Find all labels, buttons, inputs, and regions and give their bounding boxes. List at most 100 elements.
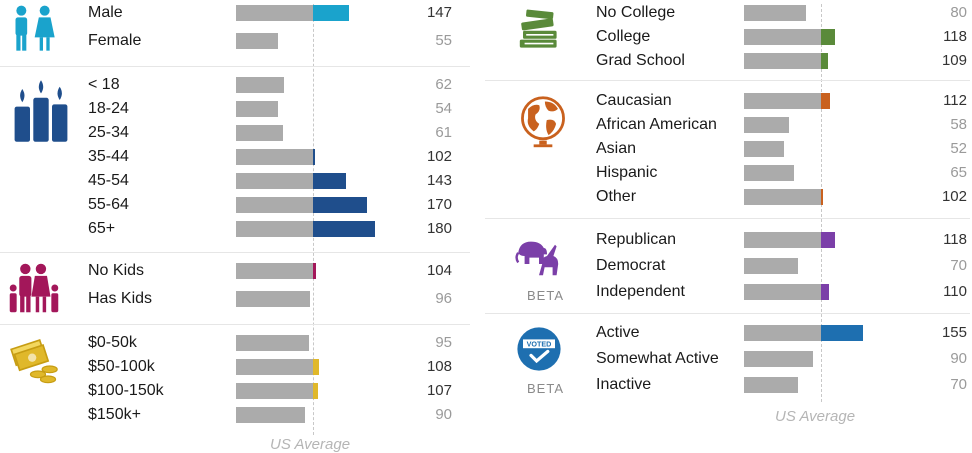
- value-label: 147: [426, 4, 452, 21]
- bar-baseline-segment: [236, 335, 310, 351]
- bar-row: Male 147: [0, 2, 472, 26]
- group-divider: [485, 218, 970, 219]
- gender-icon: [8, 4, 58, 59]
- bar-row: Asian 52: [485, 138, 972, 162]
- category-label: Asian: [596, 140, 637, 157]
- elephant-donkey-icon: [515, 241, 559, 276]
- bar-above-average-segment: [313, 197, 367, 213]
- value-label: 102: [941, 188, 967, 205]
- value-label: 112: [943, 92, 967, 109]
- bar-baseline-segment: [236, 149, 313, 165]
- category-label: Republican: [596, 231, 677, 248]
- category-label: $100-150k: [88, 382, 164, 399]
- category-label: 45-54: [88, 172, 129, 189]
- family-icon: [9, 263, 59, 313]
- value-label: 90: [950, 350, 967, 367]
- bar-baseline-segment: [744, 377, 798, 393]
- bar-baseline-segment: [236, 197, 313, 213]
- bar-above-average-segment: [313, 5, 350, 21]
- bar-row: Democrat 70: [485, 255, 972, 279]
- bar-row: 35-44 102: [0, 146, 472, 170]
- bar-baseline-segment: [236, 173, 313, 189]
- value-label: 95: [435, 334, 452, 351]
- value-label: 155: [941, 324, 967, 341]
- bar-row: Inactive 70: [485, 374, 972, 398]
- value-label: 70: [950, 376, 967, 393]
- elephant-donkey-icon: [515, 232, 563, 285]
- value-label: 102: [426, 148, 452, 165]
- bar-baseline-segment: [236, 33, 279, 49]
- bar-baseline-segment: [744, 325, 821, 341]
- value-label: 90: [435, 406, 452, 423]
- value-label: 107: [426, 382, 452, 399]
- category-label: 25-34: [88, 124, 129, 141]
- bar-baseline-segment: [236, 221, 313, 237]
- category-label: College: [596, 28, 651, 45]
- us-average-line: [313, 4, 314, 435]
- voted-icon: VOTED: [517, 327, 561, 371]
- us-average-label: US Average: [775, 408, 856, 425]
- bar-baseline-segment: [236, 125, 283, 141]
- category-label: Male: [88, 4, 123, 21]
- value-label: 52: [950, 140, 967, 157]
- bar-row: < 18 62: [0, 74, 472, 98]
- value-label: 54: [435, 100, 452, 117]
- category-label: Democrat: [596, 257, 666, 274]
- value-label: 61: [435, 124, 452, 141]
- bar-baseline-segment: [744, 53, 821, 69]
- value-label: 96: [435, 290, 452, 307]
- category-label: 55-64: [88, 196, 129, 213]
- globe-icon: [521, 96, 565, 148]
- value-label: 62: [435, 76, 452, 93]
- bar-above-average-segment: [313, 221, 375, 237]
- bar-baseline-segment: [744, 232, 821, 248]
- bar-above-average-segment: [821, 325, 864, 341]
- category-label: No College: [596, 4, 676, 21]
- category-label: 35-44: [88, 148, 129, 165]
- category-label: Independent: [596, 283, 685, 300]
- bar-row: $150k+ 90: [0, 404, 472, 428]
- value-label: 170: [426, 196, 452, 213]
- bar-baseline-segment: [744, 29, 821, 45]
- category-label: African American: [596, 116, 717, 133]
- value-label: 55: [435, 32, 452, 49]
- bar-baseline-segment: [744, 5, 806, 21]
- bar-baseline-segment: [744, 141, 785, 157]
- panel-2: US Average No College 80 College 118 Grad Sch…: [485, 0, 972, 453]
- group-divider: [485, 80, 970, 81]
- bar-baseline-segment: [744, 117, 789, 133]
- bar-row: 45-54 143: [0, 170, 472, 194]
- globe-icon: [515, 94, 571, 155]
- bar-baseline-segment: [744, 93, 821, 109]
- category-label: Somewhat Active: [596, 350, 719, 367]
- beta-badge: BETA: [527, 288, 564, 303]
- value-label: 80: [950, 4, 967, 21]
- bar-above-average-segment: [821, 232, 835, 248]
- bar-row: $50-100k 108: [0, 356, 472, 380]
- bar-row: Independent 110: [485, 281, 972, 305]
- category-label: Hispanic: [596, 164, 658, 181]
- bar-row: Somewhat Active 90: [485, 348, 972, 372]
- bar-row: No Kids 104: [0, 260, 472, 284]
- bar-row: Female 55: [0, 30, 472, 54]
- category-label: $50-100k: [88, 358, 155, 375]
- bar-above-average-segment: [313, 149, 315, 165]
- value-label: 70: [950, 257, 967, 274]
- bar-row: African American 58: [485, 114, 972, 138]
- bar-baseline-segment: [236, 101, 278, 117]
- bar-row: $100-150k 107: [0, 380, 472, 404]
- bar-row: $0-50k 95: [0, 332, 472, 356]
- us-average-label: US Average: [270, 436, 351, 453]
- category-label: < 18: [88, 76, 120, 93]
- bar-baseline-segment: [236, 263, 313, 279]
- gender-icon: [15, 5, 55, 51]
- category-label: 65+: [88, 220, 116, 237]
- category-label: No Kids: [88, 262, 145, 279]
- group-divider: [0, 324, 470, 325]
- money-icon: [10, 339, 58, 384]
- bar-baseline-segment: [236, 407, 306, 423]
- value-label: 180: [426, 220, 452, 237]
- age-candles-icon: [14, 80, 68, 142]
- bar-baseline-segment: [236, 359, 313, 375]
- bar-row: 55-64 170: [0, 194, 472, 218]
